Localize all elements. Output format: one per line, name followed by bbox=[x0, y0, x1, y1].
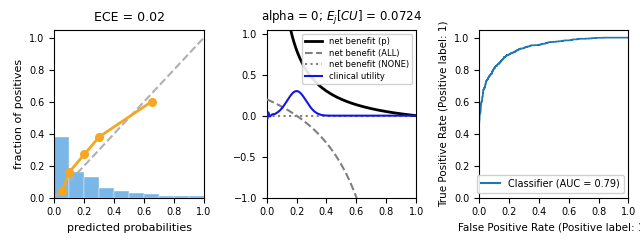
Bar bbox=[99, 188, 114, 198]
Legend: Classifier (AUC = 0.79): Classifier (AUC = 0.79) bbox=[477, 175, 623, 193]
Title: alpha = 0; $E_j[CU]$ = 0.0724: alpha = 0; $E_j[CU]$ = 0.0724 bbox=[261, 9, 422, 27]
Bar bbox=[159, 196, 174, 198]
Y-axis label: fraction of positives: fraction of positives bbox=[13, 59, 24, 169]
Bar bbox=[114, 191, 129, 198]
Bar bbox=[144, 194, 159, 198]
Y-axis label: True Positive Rate (Positive label: 1): True Positive Rate (Positive label: 1) bbox=[438, 20, 449, 207]
X-axis label: predicted probabilities: predicted probabilities bbox=[67, 223, 191, 233]
X-axis label: False Positive Rate (Positive label: 1): False Positive Rate (Positive label: 1) bbox=[458, 223, 640, 233]
Bar bbox=[174, 196, 189, 198]
Bar bbox=[84, 177, 99, 198]
Title: ECE = 0.02: ECE = 0.02 bbox=[93, 11, 164, 24]
Bar bbox=[129, 193, 144, 198]
Bar bbox=[189, 196, 204, 198]
Bar bbox=[54, 137, 69, 198]
Bar bbox=[69, 172, 84, 198]
Legend: net benefit (p), net benefit (ALL), net benefit (NONE), clinical utility: net benefit (p), net benefit (ALL), net … bbox=[302, 34, 412, 84]
